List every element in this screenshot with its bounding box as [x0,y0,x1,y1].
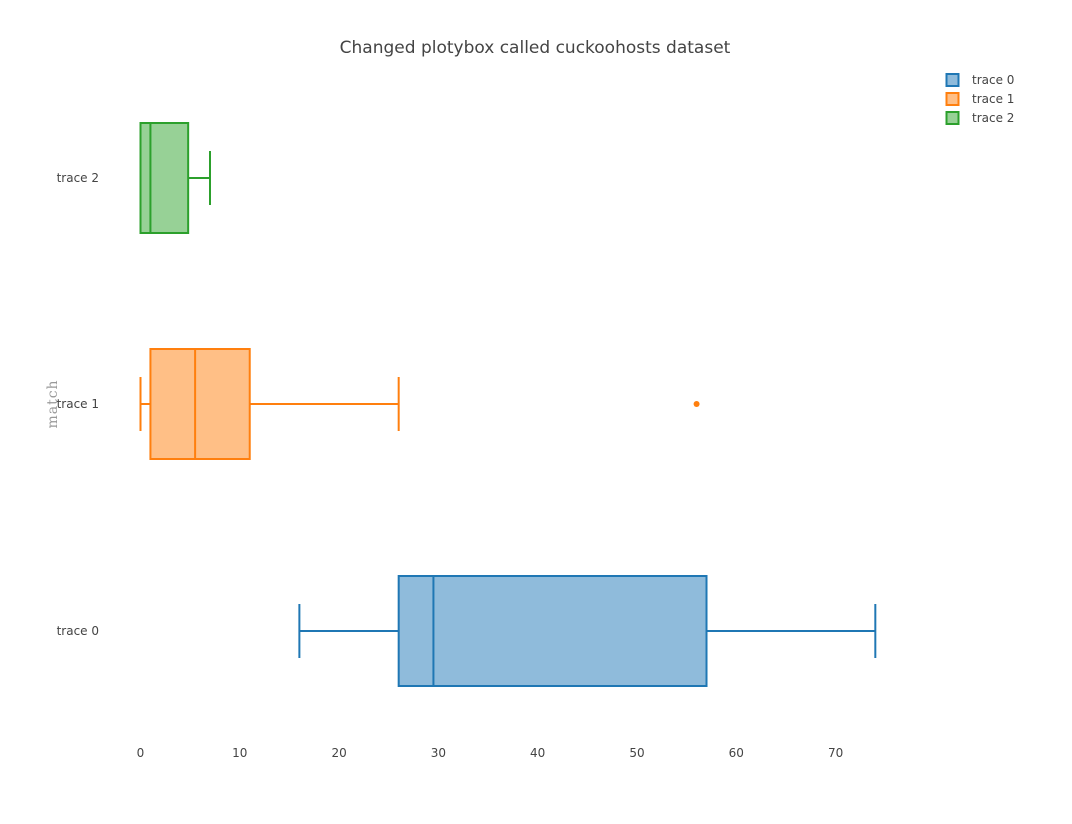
y-tick-label: trace 0 [57,624,99,638]
legend-swatch [945,111,960,125]
legend-swatch [945,73,960,87]
outlier-point[interactable] [693,401,700,407]
chart-title: Changed plotybox called cuckoohosts data… [340,38,731,58]
x-tick-label: 20 [331,746,346,760]
x-tick-label: 40 [530,746,545,760]
box-trace[interactable] [139,348,700,460]
legend-item[interactable]: trace 1 [945,92,1015,106]
box-trace[interactable] [139,122,212,234]
legend-label: trace 2 [972,111,1014,125]
box-iqr[interactable] [139,122,190,234]
box-iqr[interactable] [149,348,251,460]
x-tick-label: 60 [729,746,744,760]
x-axis-ticks: 0 10 20 30 40 50 60 70 [137,746,844,760]
legend[interactable]: trace 0 trace 1 trace 2 [945,73,1015,125]
plot-area [139,122,877,687]
legend-label: trace 0 [972,73,1014,87]
x-tick-label: 10 [232,746,247,760]
x-tick-label: 30 [431,746,446,760]
legend-item[interactable]: trace 0 [945,73,1015,87]
x-tick-label: 50 [629,746,644,760]
legend-label: trace 1 [972,92,1014,106]
y-tick-label: trace 2 [57,171,99,185]
y-tick-label: trace 1 [57,397,99,411]
box-trace[interactable] [298,575,877,687]
legend-swatch [945,92,960,106]
x-tick-label: 0 [137,746,145,760]
legend-item[interactable]: trace 2 [945,111,1015,125]
box-iqr[interactable] [397,575,708,687]
y-axis-label: match [45,379,61,428]
x-tick-label: 70 [828,746,843,760]
y-axis-ticks: trace 0 trace 1 trace 2 [57,171,99,638]
